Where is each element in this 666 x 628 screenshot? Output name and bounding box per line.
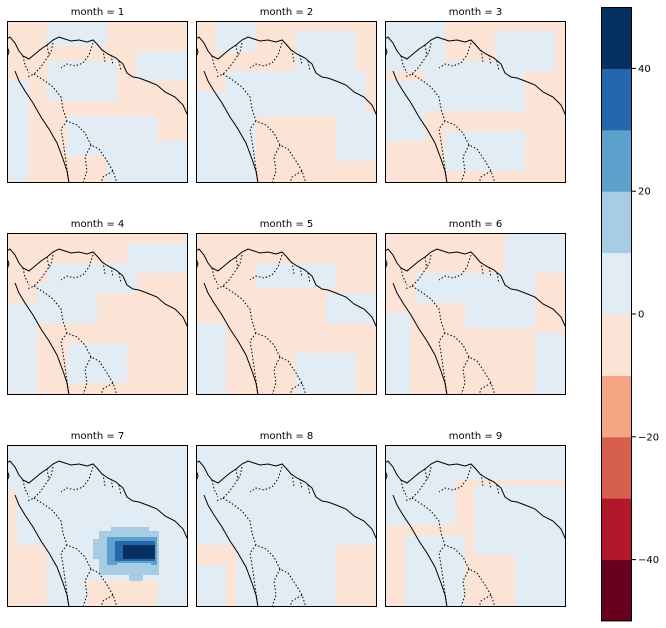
anomaly-cell [127,243,188,273]
anomaly-cell [157,580,188,607]
facet-panels: month = 1 month = 2 month = 3 month = 4 mont… [7,7,566,607]
map-panel: month = 7 [7,431,188,607]
anomaly-cell [236,545,336,607]
panel-title: month = 9 [449,431,503,442]
map-panel: month = 4 [7,219,188,395]
map-panel: month = 8 [196,431,377,607]
panel-frame [196,21,377,183]
panel-title: month = 3 [449,7,503,18]
panel-title: month = 8 [260,431,314,442]
anomaly-cell [117,563,151,573]
anomaly-cell [37,283,97,323]
colorbar-bin [601,375,632,438]
colorbar-frame [601,7,632,621]
anomaly-cell [111,527,149,539]
anomaly-cell [7,81,29,183]
anomaly-cell [505,233,566,273]
anomaly-cell [196,323,226,395]
colorbar-bin [601,68,632,131]
anomaly-cell [256,485,377,545]
colorbar-bin [601,252,632,315]
colorbar-bin [601,314,632,376]
panel-title: month = 2 [260,7,314,18]
colorbar-bin [601,191,632,254]
panel-title: month = 6 [449,219,503,230]
panel-frame [196,233,377,395]
anomaly-cell [495,31,555,71]
anomaly-cell [196,445,377,485]
map-panel: month = 1 [7,7,188,183]
anomaly-cell [47,21,107,46]
anomaly-cell [385,445,566,480]
anomaly-cell [385,81,425,141]
anomaly-cell [326,293,377,323]
anomaly-cell [445,131,525,171]
anomaly-cell [296,31,356,71]
panel-title: month = 7 [71,431,125,442]
anomaly-cell [7,303,37,393]
colorbar-tick-label: −40 [638,555,659,566]
colorbar-bin [601,129,632,192]
anomaly-cell [7,445,188,490]
map-panel: month = 6 [385,219,566,395]
anomaly-cell [93,539,107,559]
panel-frame [385,21,566,183]
panel-frame [7,21,188,183]
anomaly-cell [385,313,410,395]
panel-frame [7,445,188,607]
anomaly-cell [196,565,226,607]
anomaly-cell [107,141,188,183]
panel-frame [385,445,566,607]
colorbar-bin [601,559,632,622]
anomaly-cell [47,61,117,101]
anomaly-cell [123,545,155,559]
anomaly-cell [196,485,256,545]
anomaly-cell [405,535,465,607]
anomaly-cell [385,480,455,525]
anomaly-cell [465,298,535,328]
anomaly-cell [226,71,366,116]
anomaly-cell [296,353,356,395]
panel-title: month = 1 [71,7,125,18]
colorbar-tick-label: 40 [638,64,651,75]
map-panel: month = 3 [385,7,566,183]
anomaly-cell [336,111,377,161]
anomaly-cell [475,485,566,555]
anomaly-cell [67,343,127,383]
panel-frame [7,233,188,395]
colorbar-bin [601,498,632,561]
panel-title: month = 4 [71,219,125,230]
colorbar-bin [601,7,632,69]
anomaly-cell [137,51,188,81]
anomaly-cell [535,333,566,395]
anomaly-cell [129,573,143,581]
colorbar-tick-label: −20 [638,432,659,443]
map-panel: month = 9 [385,431,566,607]
colorbar-tick-label: 0 [638,310,644,321]
anomaly-cell [256,263,336,288]
map-panel: month = 5 [196,219,377,395]
panel-title: month = 5 [260,219,314,230]
panel-frame [385,233,566,395]
map-panel: month = 2 [196,7,377,183]
panel-frame [196,445,377,607]
anomaly-cell [515,555,566,607]
colorbar-bin [601,436,632,499]
colorbar-tick-label: 20 [638,187,651,198]
colorbar: −40 −20 0 20 40 [601,7,659,622]
